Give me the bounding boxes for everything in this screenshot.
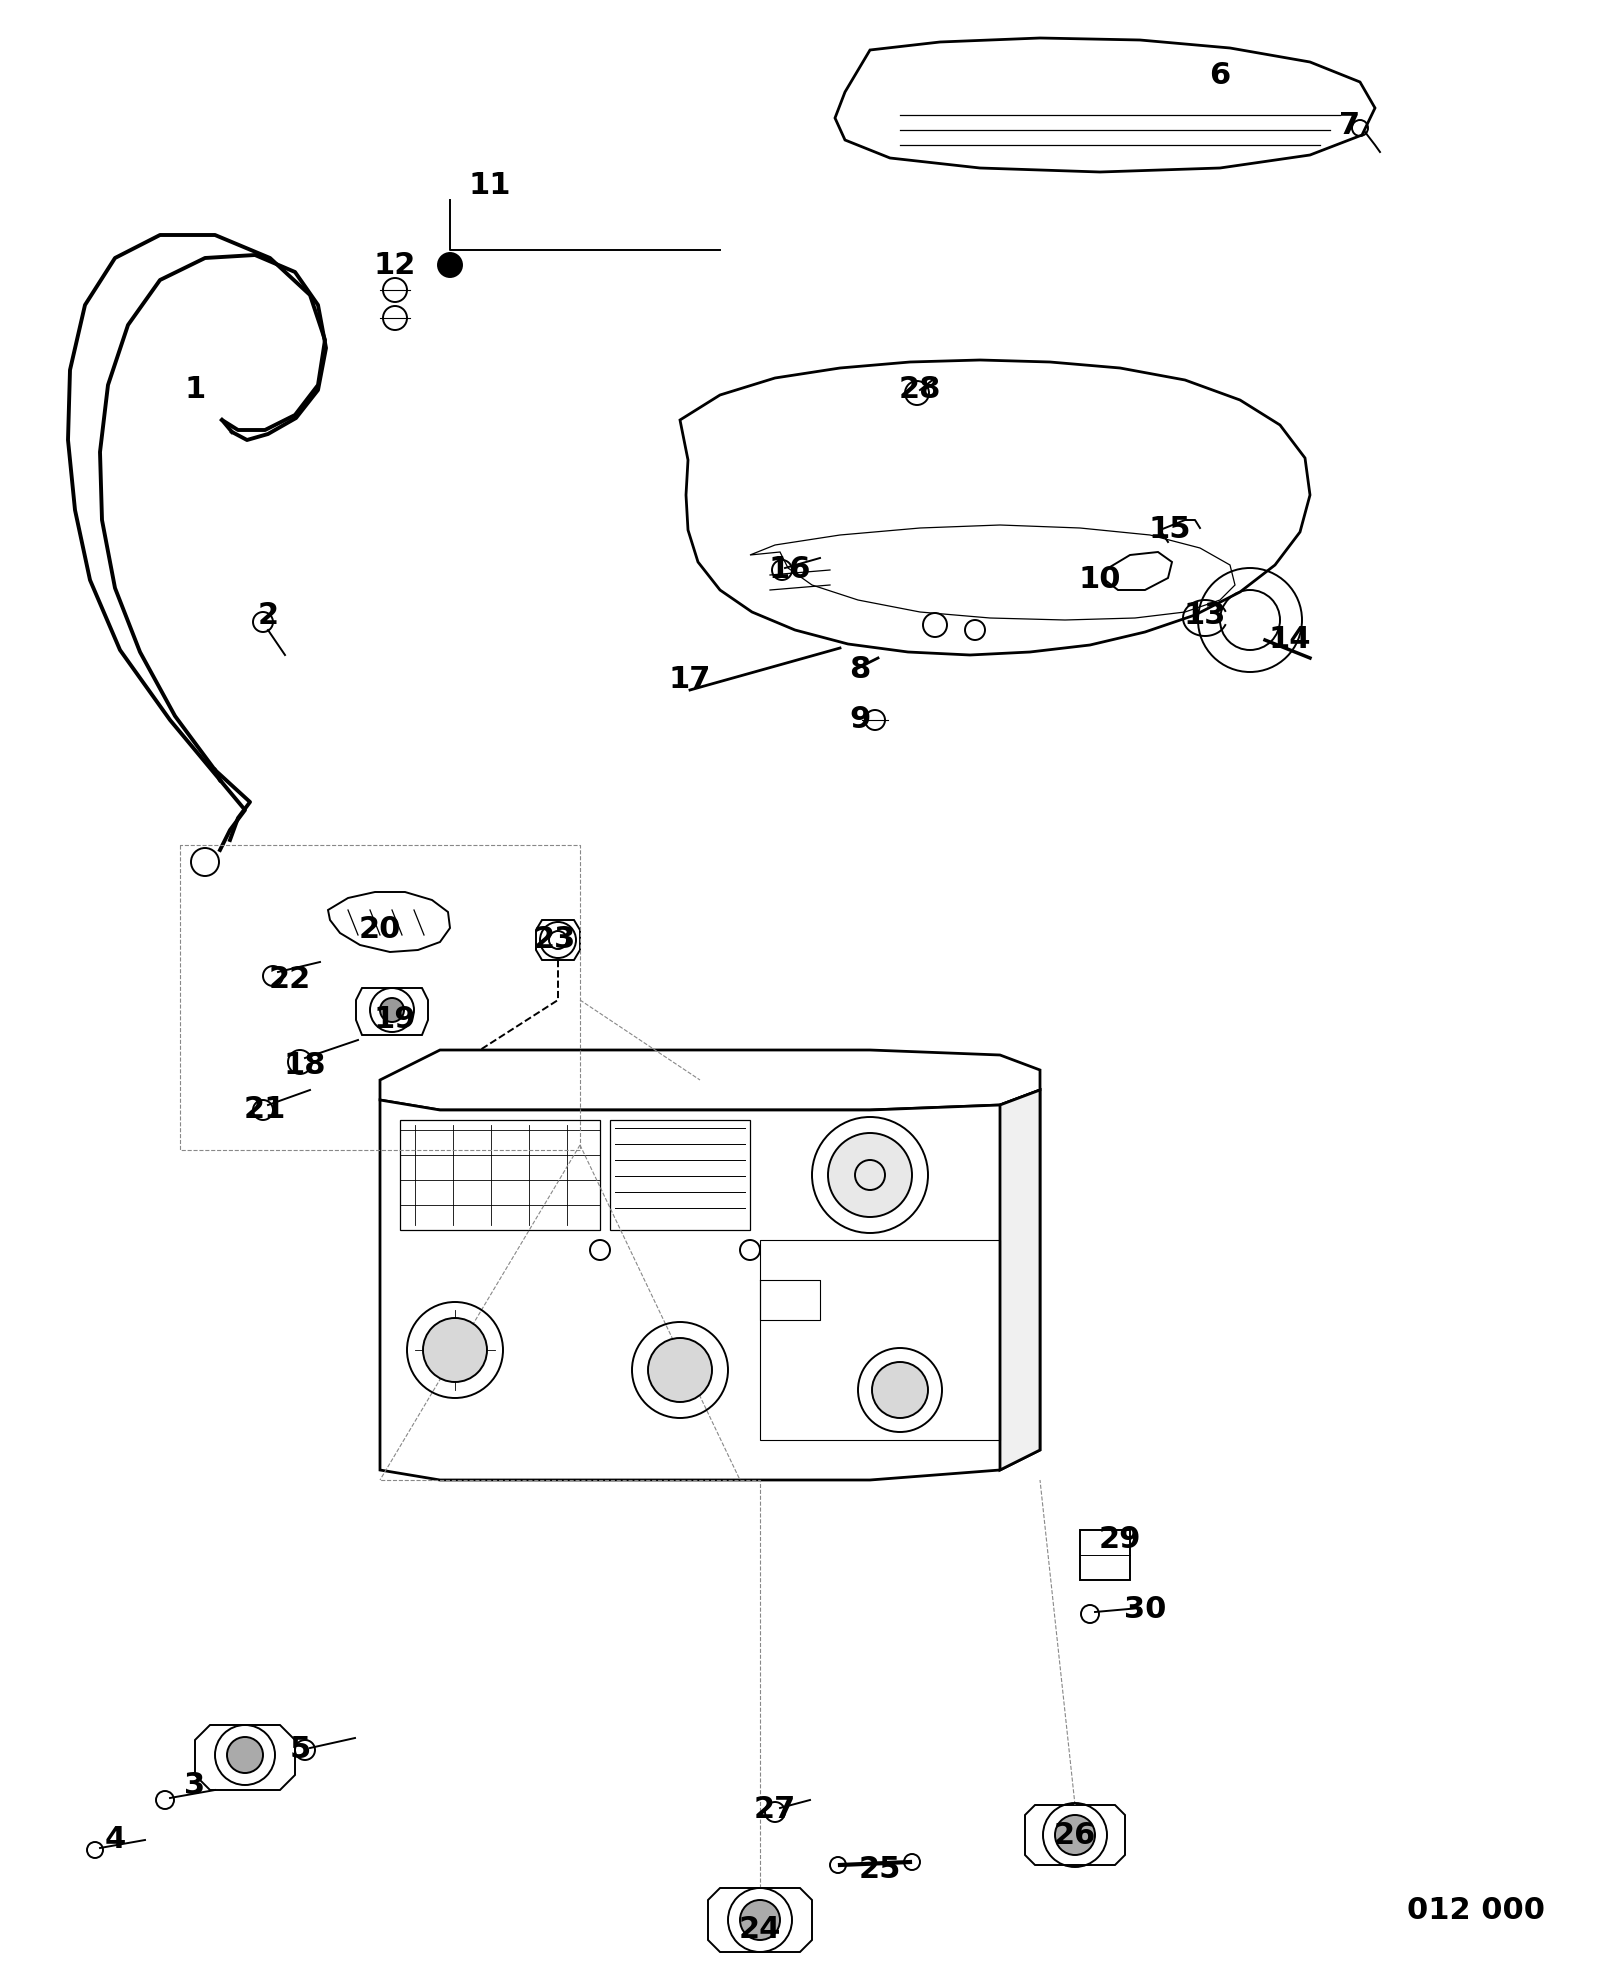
Polygon shape (835, 37, 1374, 171)
Text: 27: 27 (754, 1795, 797, 1824)
Circle shape (648, 1338, 712, 1403)
Circle shape (829, 1133, 912, 1217)
Circle shape (1054, 1814, 1094, 1856)
Circle shape (422, 1318, 486, 1383)
Polygon shape (707, 1887, 813, 1952)
Text: 5: 5 (290, 1736, 310, 1765)
Text: 14: 14 (1269, 626, 1312, 654)
Polygon shape (1080, 1531, 1130, 1580)
Polygon shape (680, 361, 1310, 654)
Text: 4: 4 (104, 1826, 126, 1854)
Text: 11: 11 (469, 171, 512, 199)
Polygon shape (536, 920, 579, 959)
Text: 9: 9 (850, 705, 870, 735)
Circle shape (739, 1899, 781, 1940)
Polygon shape (381, 1089, 1040, 1479)
Polygon shape (195, 1726, 294, 1791)
Polygon shape (1106, 552, 1171, 589)
Circle shape (381, 999, 403, 1022)
Text: 3: 3 (184, 1771, 205, 1799)
Polygon shape (1026, 1805, 1125, 1866)
Text: 29: 29 (1099, 1525, 1141, 1554)
Text: 012 000: 012 000 (1406, 1895, 1546, 1925)
Text: 16: 16 (768, 556, 811, 585)
Text: 28: 28 (899, 376, 941, 404)
Polygon shape (381, 1050, 1040, 1109)
Text: 20: 20 (358, 916, 402, 944)
Circle shape (227, 1738, 262, 1773)
Text: 24: 24 (739, 1915, 781, 1944)
Text: 12: 12 (374, 250, 416, 280)
Text: 23: 23 (534, 926, 576, 955)
Polygon shape (1000, 1089, 1040, 1470)
Text: 15: 15 (1149, 516, 1192, 544)
Text: 21: 21 (243, 1095, 286, 1125)
Text: 19: 19 (374, 1005, 416, 1034)
Polygon shape (328, 892, 450, 952)
Text: 17: 17 (669, 666, 710, 695)
Text: 22: 22 (269, 965, 310, 995)
Text: 10: 10 (1078, 565, 1122, 595)
Text: 7: 7 (1339, 110, 1360, 140)
Text: 26: 26 (1054, 1820, 1096, 1850)
Text: 8: 8 (850, 656, 870, 684)
Text: 13: 13 (1184, 601, 1226, 630)
Circle shape (438, 252, 462, 278)
Text: 6: 6 (1210, 61, 1230, 89)
Circle shape (872, 1361, 928, 1418)
Text: 18: 18 (283, 1050, 326, 1080)
Text: 2: 2 (258, 601, 278, 630)
Text: 25: 25 (859, 1856, 901, 1885)
Text: 1: 1 (184, 376, 206, 404)
Text: 30: 30 (1123, 1596, 1166, 1625)
